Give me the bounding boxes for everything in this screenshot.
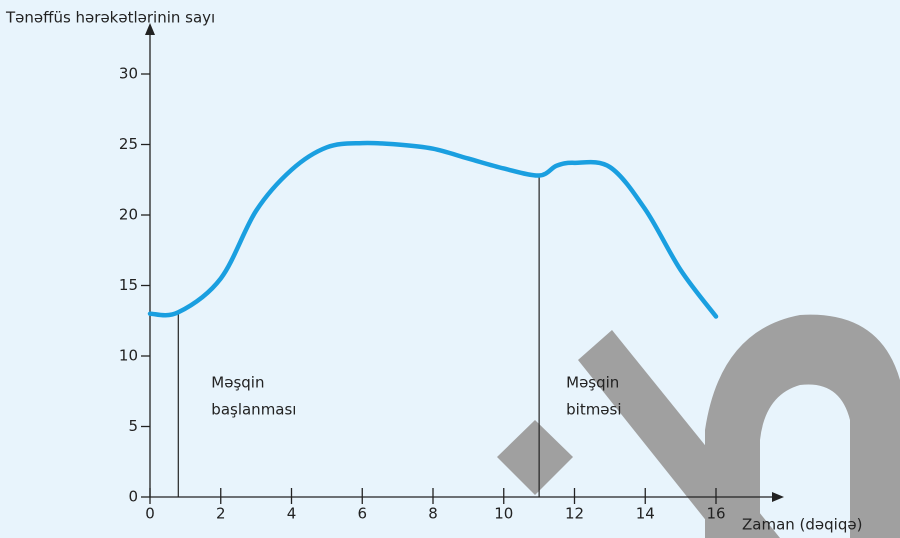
x-tick-label: 6 xyxy=(357,505,367,523)
x-axis-arrow xyxy=(772,492,784,502)
y-tick-label: 10 xyxy=(119,347,138,365)
x-tick-label: 4 xyxy=(287,505,297,523)
y-tick-label: 25 xyxy=(119,135,138,153)
y-tick-label: 20 xyxy=(119,206,138,224)
x-tick-label: 16 xyxy=(706,505,725,523)
marker-label: başlanması xyxy=(211,401,296,419)
y-axis-arrow xyxy=(145,23,155,35)
watermark xyxy=(497,314,900,538)
marker-label: Məşqin xyxy=(211,374,264,392)
data-line xyxy=(147,140,719,319)
x-tick-label: 14 xyxy=(636,505,655,523)
x-tick-label: 10 xyxy=(494,505,513,523)
x-tick-label: 2 xyxy=(216,505,226,523)
x-tick-label: 8 xyxy=(428,505,438,523)
marker-label: bitməsi xyxy=(566,401,621,419)
x-axis-label: Zaman (dəqiqə) xyxy=(742,516,862,534)
x-tick-label: 0 xyxy=(145,505,155,523)
x-tick-label: 12 xyxy=(565,505,584,523)
marker-label: Məşqin xyxy=(566,374,619,392)
y-tick-label: 15 xyxy=(119,276,138,294)
y-tick-label: 5 xyxy=(128,417,138,435)
y-tick-label: 30 xyxy=(119,65,138,83)
y-tick-label: 0 xyxy=(128,488,138,506)
y-axis-label: Tənəffüs hərəkətlərinin sayı xyxy=(5,9,215,27)
